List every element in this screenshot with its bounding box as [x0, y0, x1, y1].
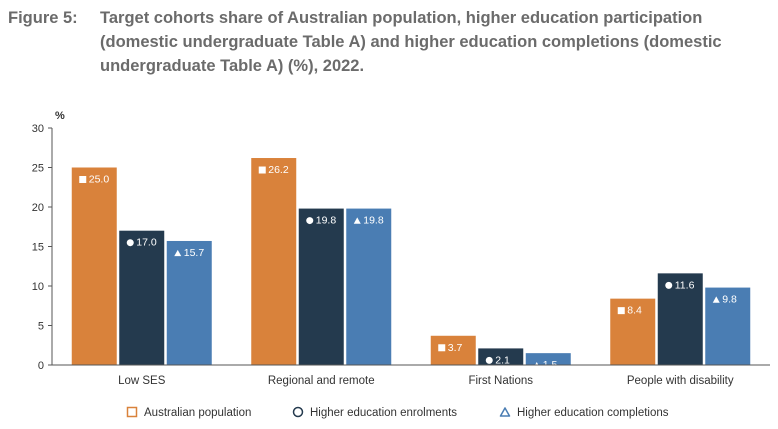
legend-marker — [499, 407, 511, 417]
y-tick-label: 30 — [32, 123, 44, 135]
data-label: 2.1 — [495, 354, 510, 366]
legend-label: Higher education enrolments — [310, 407, 457, 419]
bar — [166, 240, 212, 365]
legend-label: Australian population — [144, 407, 251, 419]
data-label: 8.4 — [627, 305, 642, 317]
figure-number: Figure 5: — [8, 9, 78, 27]
bar — [119, 230, 165, 365]
bar — [298, 208, 344, 365]
y-axis-label: % — [55, 110, 65, 122]
legend-marker — [126, 406, 138, 418]
data-label-marker — [258, 166, 266, 174]
data-label-marker — [79, 176, 87, 183]
figure-header: Figure 5: Target cohorts share of Austra… — [8, 6, 768, 78]
bars: 25.017.015.726.219.8 19.83.72.1 1.58.411.6… — [71, 158, 751, 371]
data-label: 19.8 — [363, 215, 384, 227]
legend: Australian population Higher education en… — [126, 406, 669, 419]
data-label-marker — [126, 239, 134, 247]
bar — [705, 287, 751, 365]
legend-marker — [292, 406, 304, 418]
data-label: 26.2 — [268, 164, 289, 176]
y-tick-label: 20 — [32, 202, 44, 214]
data-label-marker — [712, 296, 720, 303]
data-label-marker — [174, 249, 182, 257]
data-label-marker — [665, 281, 673, 289]
figure-title: Target cohorts share of Australian popul… — [100, 9, 722, 75]
x-axis: Low SES Regional and remote First Nations P… — [52, 364, 770, 387]
bar — [657, 273, 703, 365]
data-label: 9.8 — [722, 294, 737, 306]
data-label-marker — [485, 356, 493, 364]
x-tick-label: Low SES — [118, 375, 166, 387]
legend-label: Higher education completions — [517, 407, 669, 419]
data-label: 17.0 — [136, 237, 157, 249]
y-tick-label: 10 — [32, 281, 44, 293]
data-label: 11.6 — [675, 279, 695, 291]
data-label: 25.0 — [89, 174, 110, 186]
x-tick-label: People with disability — [627, 375, 734, 387]
bar — [525, 353, 571, 365]
data-label: 15.7 — [184, 247, 205, 259]
bar — [251, 158, 297, 365]
y-tick-label: 5 — [38, 321, 44, 333]
data-label: 3.7 — [448, 342, 463, 354]
x-tick-label: Regional and remote — [268, 375, 375, 387]
y-tick-label: 25 — [32, 163, 44, 175]
data-label-marker — [306, 217, 314, 225]
x-tick-label: First Nations — [468, 375, 533, 387]
data-label-marker — [353, 217, 361, 224]
y-tick-label: 15 — [32, 242, 44, 254]
y-axis: 0 5 10 15 20 25 30 — [32, 123, 53, 372]
data-label: 19.8 — [316, 215, 337, 227]
data-label-marker — [438, 344, 446, 352]
bar — [71, 167, 117, 365]
y-tick-label: 0 — [38, 360, 44, 372]
bar — [346, 208, 392, 365]
data-label-marker — [617, 307, 625, 315]
